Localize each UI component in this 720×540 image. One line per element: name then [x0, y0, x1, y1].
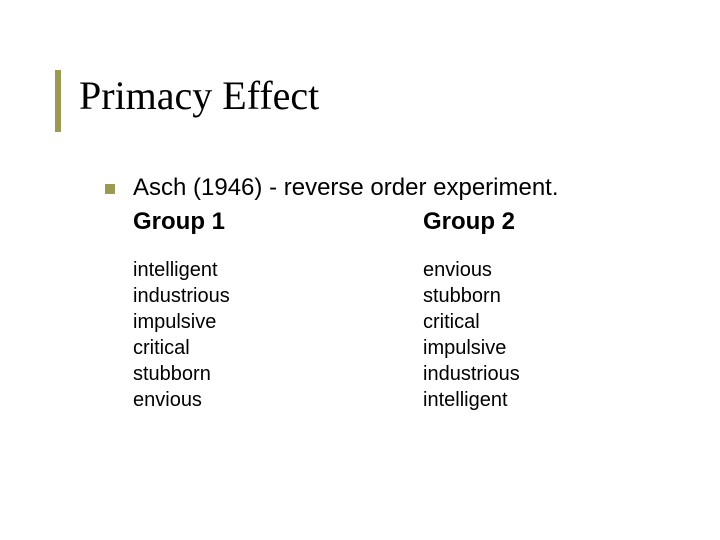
list-item: envious [423, 257, 520, 283]
title-accent-bar [55, 70, 61, 132]
list-item: critical [423, 309, 520, 335]
group-2-column: Group 2 envious stubborn critical impuls… [423, 206, 520, 412]
list-item: stubborn [423, 283, 520, 309]
list-item: intelligent [423, 387, 520, 413]
square-bullet-icon [105, 184, 115, 194]
list-item: industrious [133, 283, 423, 309]
intro-text: Asch (1946) - reverse order experiment. [133, 172, 559, 204]
title-wrap: Primacy Effect [55, 70, 665, 132]
columns: Group 1 intelligent industrious impulsiv… [133, 206, 559, 412]
list-item: stubborn [133, 361, 423, 387]
slide: Primacy Effect Asch (1946) - reverse ord… [0, 0, 720, 540]
slide-body: Asch (1946) - reverse order experiment. … [55, 172, 665, 413]
bullet-row: Asch (1946) - reverse order experiment. … [105, 172, 665, 413]
slide-title: Primacy Effect [79, 70, 319, 132]
list-item: critical [133, 335, 423, 361]
list-item: envious [133, 387, 423, 413]
list-item: intelligent [133, 257, 423, 283]
group-1-column: Group 1 intelligent industrious impulsiv… [133, 206, 423, 412]
list-item: impulsive [423, 335, 520, 361]
group-1-title: Group 1 [133, 206, 423, 238]
list-item: industrious [423, 361, 520, 387]
group-2-title: Group 2 [423, 206, 520, 238]
list-item: impulsive [133, 309, 423, 335]
bullet-content: Asch (1946) - reverse order experiment. … [133, 172, 559, 413]
